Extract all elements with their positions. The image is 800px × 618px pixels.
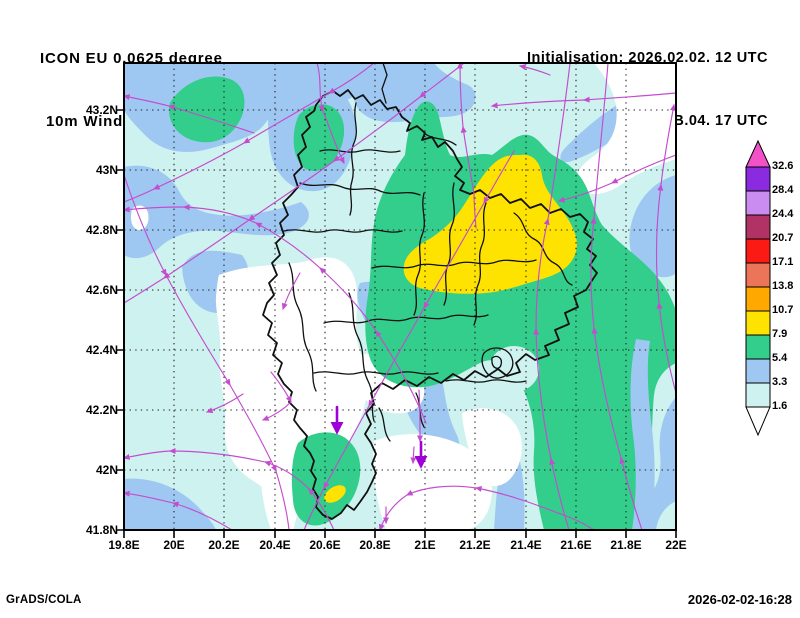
y-tick-label: 41.8N bbox=[85, 523, 118, 537]
x-tick-label: 20E bbox=[163, 538, 185, 552]
x-tick-label: 21.6E bbox=[560, 538, 592, 552]
colorbar-segment bbox=[745, 358, 771, 384]
colorbar-segment bbox=[745, 310, 771, 336]
y-tick-label: 42.2N bbox=[85, 403, 118, 417]
shade-yellow-band bbox=[324, 154, 577, 503]
colorbar-label: 17.1 bbox=[772, 256, 794, 268]
x-tick-label: 22E bbox=[665, 538, 687, 552]
colorbar-label: 10.7 bbox=[772, 304, 794, 316]
colorbar-label: 7.9 bbox=[772, 328, 788, 340]
y-tick-label: 42.6N bbox=[85, 283, 118, 297]
colorbar-segment bbox=[745, 214, 771, 240]
map-plot bbox=[116, 62, 677, 538]
colorbar-segment bbox=[745, 190, 771, 216]
colorbar-label: 28.4 bbox=[772, 184, 794, 196]
colorbar-arrow-top bbox=[745, 139, 771, 168]
x-tick-label: 20.6E bbox=[309, 538, 341, 552]
colorbar-segment bbox=[745, 262, 771, 288]
colorbar bbox=[745, 139, 771, 437]
colorbar-segment bbox=[745, 238, 771, 264]
x-tick-label: 21.8E bbox=[610, 538, 642, 552]
colorbar-label: 32.6 bbox=[772, 160, 794, 172]
colorbar-segment bbox=[745, 334, 771, 360]
colorbar-label: 20.7 bbox=[772, 232, 794, 244]
y-tick-label: 43.2N bbox=[85, 103, 118, 117]
x-tick-label: 19.8E bbox=[108, 538, 140, 552]
colorbar-label: 1.6 bbox=[772, 400, 788, 412]
wind-bold-arrows bbox=[330, 405, 428, 469]
x-tick-label: 20.4E bbox=[259, 538, 291, 552]
shade-green-band bbox=[169, 76, 676, 530]
colorbar-label: 3.3 bbox=[772, 376, 788, 388]
x-axis-ticks bbox=[123, 530, 677, 538]
colorbar-segment bbox=[745, 286, 771, 312]
y-tick-label: 42.8N bbox=[85, 223, 118, 237]
colorbar-segment bbox=[745, 166, 771, 192]
x-tick-label: 21.2E bbox=[459, 538, 491, 552]
generator-credit: GrADS/COLA bbox=[6, 594, 82, 606]
country-outline bbox=[262, 89, 598, 520]
colorbar-segment bbox=[745, 382, 771, 408]
y-axis-ticks bbox=[116, 109, 124, 531]
x-tick-label: 21.4E bbox=[510, 538, 542, 552]
colorbar-label: 5.4 bbox=[772, 352, 788, 364]
colorbar-label: 13.8 bbox=[772, 280, 794, 292]
x-tick-label: 20.8E bbox=[359, 538, 391, 552]
wind-streamlines bbox=[124, 63, 676, 530]
creation-timestamp: 2026-02-02-16:28 bbox=[687, 592, 792, 607]
x-tick-label: 20.2E bbox=[208, 538, 240, 552]
shade-blue-stripes bbox=[630, 339, 655, 530]
y-tick-label: 42.4N bbox=[85, 343, 118, 357]
colorbar-arrow-bottom bbox=[745, 406, 771, 437]
y-tick-label: 43N bbox=[95, 163, 118, 177]
x-tick-label: 21E bbox=[414, 538, 436, 552]
colorbar-label: 24.4 bbox=[772, 208, 794, 220]
y-tick-label: 42N bbox=[95, 463, 118, 477]
wind-map-canvas bbox=[116, 62, 677, 538]
map-frame bbox=[123, 62, 677, 531]
